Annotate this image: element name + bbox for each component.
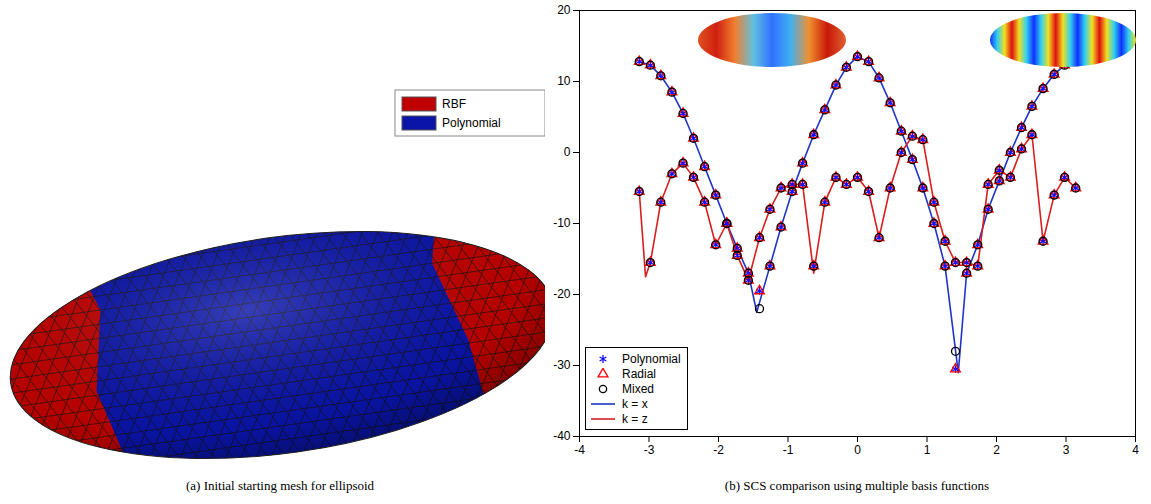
svg-text:2: 2 — [993, 443, 1000, 457]
svg-text:4: 4 — [1132, 443, 1139, 457]
svg-text:-30: -30 — [553, 358, 571, 372]
html-text:Mixed: Mixed — [622, 381, 654, 396]
svg-text:3: 3 — [1063, 443, 1070, 457]
html-text:k = z: k = z — [622, 411, 648, 426]
html-text:(b) SCS comparison using multi: (b) SCS comparison using multiple basis … — [724, 478, 990, 493]
svg-text:-10: -10 — [553, 216, 571, 230]
html-text:Polynomial: Polynomial — [622, 351, 681, 366]
svg-text:0: 0 — [564, 145, 571, 159]
svg-text:1: 1 — [924, 443, 931, 457]
svg-text:-40: -40 — [553, 429, 571, 443]
svg-text:20: 20 — [557, 3, 571, 17]
svg-text:-3: -3 — [644, 443, 655, 457]
svg-text:0: 0 — [854, 443, 861, 457]
svg-text:RBF: RBF — [442, 97, 466, 111]
svg-text:10: 10 — [557, 74, 571, 88]
html-text:k = x: k = x — [622, 396, 648, 411]
html-text:Radial: Radial — [622, 366, 656, 381]
html-text:(a) Initial starting mesh for: (a) Initial starting mesh for ellipsoid — [186, 478, 374, 493]
svg-text:-2: -2 — [713, 443, 724, 457]
svg-text:Polynomial: Polynomial — [442, 116, 501, 130]
svg-text:-4: -4 — [574, 443, 585, 457]
svg-text:-1: -1 — [783, 443, 794, 457]
svg-text:-20: -20 — [553, 287, 571, 301]
